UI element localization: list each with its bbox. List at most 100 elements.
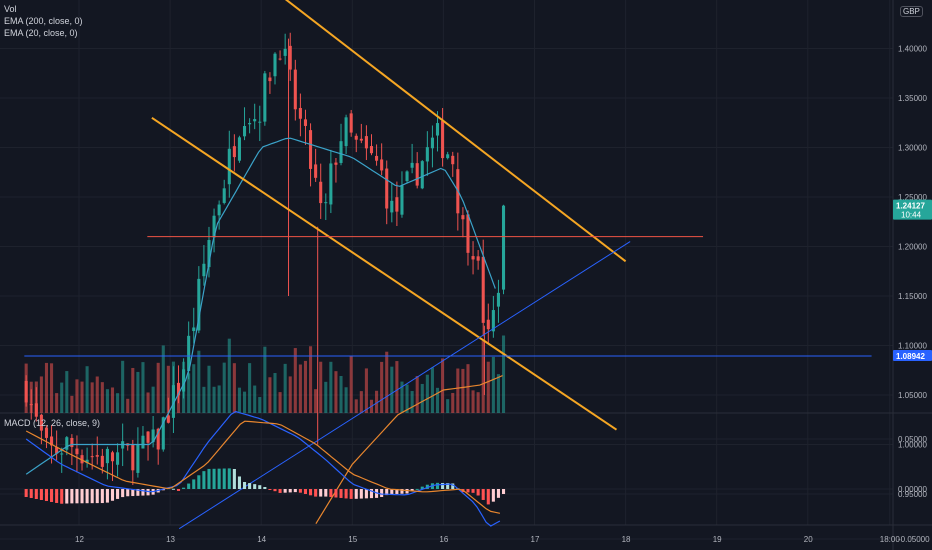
- macd-hist-bar: [329, 489, 333, 498]
- candle-body: [161, 417, 165, 450]
- macd-hist-bar: [334, 489, 338, 498]
- macd-hist-bar: [466, 489, 470, 493]
- macd-hist-bar: [268, 489, 272, 490]
- macd-hist-bar: [385, 489, 389, 496]
- volume-bar: [430, 367, 434, 413]
- candle-body: [385, 168, 389, 209]
- macd-hist-bar: [491, 489, 495, 502]
- legend-vol[interactable]: Vol: [4, 4, 17, 14]
- macd-hist-bar: [339, 489, 343, 498]
- macd-hist-bar: [420, 486, 424, 489]
- volume-bar: [141, 362, 145, 413]
- candle-body: [100, 455, 104, 467]
- volume-bar: [44, 362, 49, 413]
- macd-hist-bar: [146, 489, 150, 496]
- volume-bar: [100, 382, 104, 413]
- volume-bar: [50, 363, 54, 413]
- volume-bar: [293, 348, 297, 413]
- macd-hist-bar: [202, 471, 206, 489]
- legend-macd[interactable]: MACD (12, 26, close, 9): [4, 418, 101, 428]
- volume-bar: [283, 363, 287, 413]
- time-tick-label: 18:00: [880, 535, 901, 544]
- macd-hist-bar: [187, 483, 191, 489]
- macd-signal-line: [25, 420, 501, 514]
- macd-hist-bar: [395, 489, 399, 494]
- macd-hist-bar: [222, 468, 226, 489]
- macd-hist-bar: [126, 489, 130, 497]
- volume-bar: [192, 364, 196, 413]
- price-tick-label: 1.30000: [898, 144, 927, 153]
- volume-bar: [278, 392, 282, 413]
- candle-body: [171, 385, 175, 418]
- candle-body: [156, 428, 160, 450]
- candle-body: [273, 53, 277, 77]
- candle-body: [466, 214, 470, 253]
- macd-hist-bar: [415, 488, 419, 490]
- currency-label[interactable]: GBP: [900, 6, 923, 17]
- candle-body: [176, 382, 181, 396]
- price-tick-label: 1.35000: [898, 94, 927, 103]
- volume-bar: [329, 361, 333, 413]
- volume-bar: [501, 335, 506, 413]
- volume-bar: [425, 374, 429, 413]
- macd-hist-bar: [369, 489, 374, 499]
- price-label-value: 1.08942: [896, 352, 925, 361]
- macd-hist-bar: [380, 489, 384, 497]
- macd-hist-bar: [44, 489, 49, 501]
- macd-hist-bar: [34, 489, 38, 499]
- volume-bar: [319, 361, 323, 413]
- candle-body: [187, 335, 191, 371]
- volume-bar: [334, 371, 338, 413]
- candle-body: [237, 137, 241, 161]
- volume-bar: [85, 366, 89, 413]
- macd-hist-bar: [110, 489, 115, 501]
- candle-body: [217, 204, 221, 216]
- macd-hist-bar: [476, 489, 480, 496]
- candle-body: [95, 455, 99, 457]
- candle-body: [29, 404, 33, 406]
- macd-hist-bar: [405, 489, 409, 494]
- legend-ema200[interactable]: EMA (200, close, 0): [4, 16, 83, 26]
- macd-hist-bar: [298, 489, 302, 493]
- volume-bar: [324, 381, 328, 413]
- candle-body: [471, 256, 475, 260]
- macd-hist-bar: [471, 489, 475, 493]
- macd-hist-bar: [273, 489, 277, 492]
- candle-body: [293, 69, 297, 110]
- macd-hist-bar: [60, 489, 64, 504]
- volume-bar: [80, 381, 84, 413]
- price-label-time: 10:44: [901, 211, 922, 220]
- candle-body: [435, 123, 440, 136]
- candle-body: [39, 414, 43, 431]
- volume-bar: [156, 362, 160, 413]
- volume-bar: [268, 377, 272, 413]
- volume-bar: [60, 382, 64, 413]
- candle-body: [486, 319, 490, 330]
- macd-hist-bar: [39, 489, 43, 500]
- legend-ema20[interactable]: EMA (20, close, 0): [4, 28, 78, 38]
- candle-body: [192, 327, 196, 332]
- macd-hist-bar: [501, 489, 506, 494]
- price-tick-label: 1.10000: [898, 342, 927, 351]
- macd-tick-label: 0.00000: [898, 485, 927, 494]
- volume-bar: [197, 350, 201, 413]
- volume-bar: [385, 351, 389, 413]
- candle-body: [60, 453, 64, 455]
- price-tick-label: 1.05000: [898, 391, 927, 400]
- macd-hist-bar: [212, 468, 216, 489]
- macd-hist-bar: [232, 468, 236, 489]
- candle-body: [258, 121, 262, 123]
- volume-bar: [151, 386, 155, 413]
- candle-body: [131, 444, 135, 471]
- candle-body: [182, 369, 186, 392]
- volume-bar: [446, 399, 450, 413]
- ema20-line: [25, 137, 496, 475]
- macd-hist-bar: [451, 483, 455, 489]
- candle-body: [146, 431, 150, 443]
- candle-body: [136, 444, 140, 473]
- candle-body: [496, 292, 500, 307]
- macd-hist-bar: [486, 489, 490, 505]
- macd-hist-bar: [446, 483, 450, 489]
